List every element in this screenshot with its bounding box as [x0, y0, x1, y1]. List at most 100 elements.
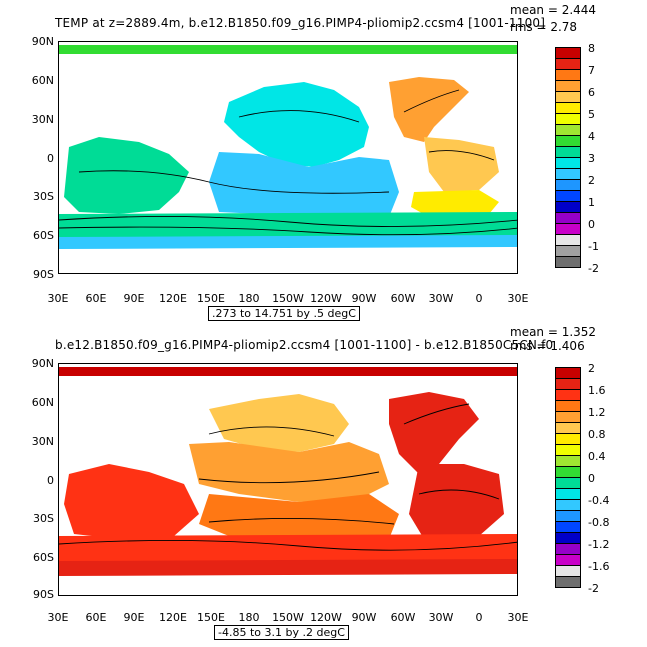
pacific-north: [224, 82, 369, 167]
bottom-colorbar: 2 1.6 1.2 0.8 0.4 0 -0.4 -0.8 -1.2 -1.6 -2: [555, 362, 609, 595]
top-colorbar-label: 5: [588, 108, 595, 121]
bottom-colorbar-label: 1.2: [588, 406, 606, 419]
bottom-contours: [59, 403, 517, 551]
bottom-mean-label: mean = 1.352: [510, 325, 597, 339]
top-lon-label: 30E: [47, 292, 69, 305]
top-colorbar-label: 3: [588, 152, 595, 165]
bottom-lon-label: 0: [475, 611, 483, 624]
top-lon-label: 90E: [123, 292, 145, 305]
bottom-colorbar-label: -2: [588, 582, 599, 595]
top-mean-label: mean = 2.444: [510, 3, 597, 17]
indian-ocean: [64, 137, 189, 214]
bottom-lon-label: 120E: [159, 611, 187, 624]
southern-ocean: [59, 212, 517, 239]
atlantic-tropical: [424, 137, 499, 192]
top-range-box: .273 to 14.751 by .5 degC: [208, 306, 360, 321]
arctic-ocean: [59, 45, 517, 54]
bottom-colorbar-label: -1.6: [588, 560, 610, 573]
top-colorbar-label: 8: [588, 42, 595, 55]
bottom-lon-label: 30E: [47, 611, 69, 624]
top-colorbar-label: 2: [588, 174, 595, 187]
top-contours: [59, 89, 517, 236]
bottom-colorbar-swatch: [555, 576, 581, 588]
top-map-plot: [58, 41, 518, 274]
arctic-ocean: [59, 367, 517, 376]
bottom-colorbar-label: -1.2: [588, 538, 610, 551]
top-lon-label: 30W: [428, 292, 454, 305]
bottom-lon-label: 30E: [507, 611, 529, 624]
top-colorbar-label: 7: [588, 64, 595, 77]
bottom-lat-label: 60S: [33, 551, 54, 564]
southern-ocean-south: [59, 559, 517, 576]
atlantic-south: [409, 464, 504, 539]
top-map-panel: TEMP at z=2889.4m, b.e12.B1850.f09_g16.P…: [0, 0, 647, 322]
bottom-lon-label: 180: [238, 611, 260, 624]
bottom-lon-label: 120W: [310, 611, 342, 624]
top-lon-label: 150W: [272, 292, 304, 305]
pacific-north: [209, 394, 349, 452]
bottom-lon-label: 90W: [351, 611, 377, 624]
atlantic-north: [389, 77, 469, 142]
top-colorbar-label: 4: [588, 130, 595, 143]
top-rms-label: rms = 2.78: [510, 20, 578, 34]
bottom-lon-label: 90E: [123, 611, 145, 624]
top-lon-label: 30E: [507, 292, 529, 305]
bottom-colorbar-label: 2: [588, 362, 595, 375]
top-lat-label: 60N: [31, 74, 54, 87]
bottom-colorbar-label: -0.4: [588, 494, 610, 507]
bottom-lat-label: 30N: [31, 435, 54, 448]
top-colorbar-swatch: [555, 256, 581, 268]
top-lat-label: 90N: [31, 35, 54, 48]
bottom-lat-label: 90S: [33, 588, 54, 601]
top-lon-label: 150E: [197, 292, 225, 305]
top-map-field: [59, 45, 517, 249]
bottom-rms-label: rms = 1.406: [510, 339, 585, 353]
top-map-title: TEMP at z=2889.4m, b.e12.B1850.f09_g16.P…: [55, 16, 546, 30]
atlantic-south: [411, 190, 499, 217]
bottom-lat-label: 30S: [33, 512, 54, 525]
top-lon-label: 60E: [85, 292, 107, 305]
top-colorbar-label: 0: [588, 218, 595, 231]
top-lon-label: 0: [475, 292, 483, 305]
top-lat-label: 60S: [33, 229, 54, 242]
bottom-lat-label: 60N: [31, 396, 54, 409]
bottom-map-title: b.e12.B1850.f09_g16.PIMP4-pliomip2.ccsm4…: [55, 338, 554, 352]
bottom-map-field: [59, 367, 517, 576]
top-lon-label: 180: [238, 292, 260, 305]
pacific-south: [209, 152, 399, 220]
bottom-map-panel: b.e12.B1850.f09_g16.PIMP4-pliomip2.ccsm4…: [0, 322, 647, 647]
top-lat-label: 30S: [33, 190, 54, 203]
bottom-colorbar-label: 1.6: [588, 384, 606, 397]
bottom-lon-label: 60W: [390, 611, 416, 624]
southern-ocean-south: [59, 235, 517, 249]
indian-ocean: [64, 464, 199, 539]
bottom-lon-label: 60E: [85, 611, 107, 624]
atlantic-north: [389, 392, 479, 474]
top-lat-label: 90S: [33, 268, 54, 281]
top-lon-label: 90W: [351, 292, 377, 305]
top-colorbar-label: 6: [588, 86, 595, 99]
top-lat-label: 30N: [31, 113, 54, 126]
top-lon-label: 120E: [159, 292, 187, 305]
bottom-range-box: -4.85 to 3.1 by .2 degC: [214, 625, 349, 640]
bottom-map-plot: [58, 363, 518, 596]
bottom-lon-label: 30W: [428, 611, 454, 624]
bottom-lat-label: 0: [47, 474, 54, 487]
top-colorbar: 8 7 6 5 4 3 2 1 0 -1 -2: [555, 42, 599, 275]
bottom-colorbar-label: 0: [588, 472, 595, 485]
top-colorbar-label: 1: [588, 196, 595, 209]
top-colorbar-label: -2: [588, 262, 599, 275]
bottom-colorbar-label: -0.8: [588, 516, 610, 529]
bottom-lat-label: 90N: [31, 357, 54, 370]
top-lon-label: 120W: [310, 292, 342, 305]
bottom-colorbar-label: 0.8: [588, 428, 606, 441]
pacific-south: [199, 494, 399, 542]
bottom-lon-label: 150E: [197, 611, 225, 624]
bottom-colorbar-label: 0.4: [588, 450, 606, 463]
pacific-mid: [189, 442, 389, 502]
top-lon-label: 60W: [390, 292, 416, 305]
top-colorbar-label: -1: [588, 240, 599, 253]
bottom-lon-label: 150W: [272, 611, 304, 624]
top-lat-label: 0: [47, 152, 54, 165]
southern-ocean: [59, 534, 517, 563]
